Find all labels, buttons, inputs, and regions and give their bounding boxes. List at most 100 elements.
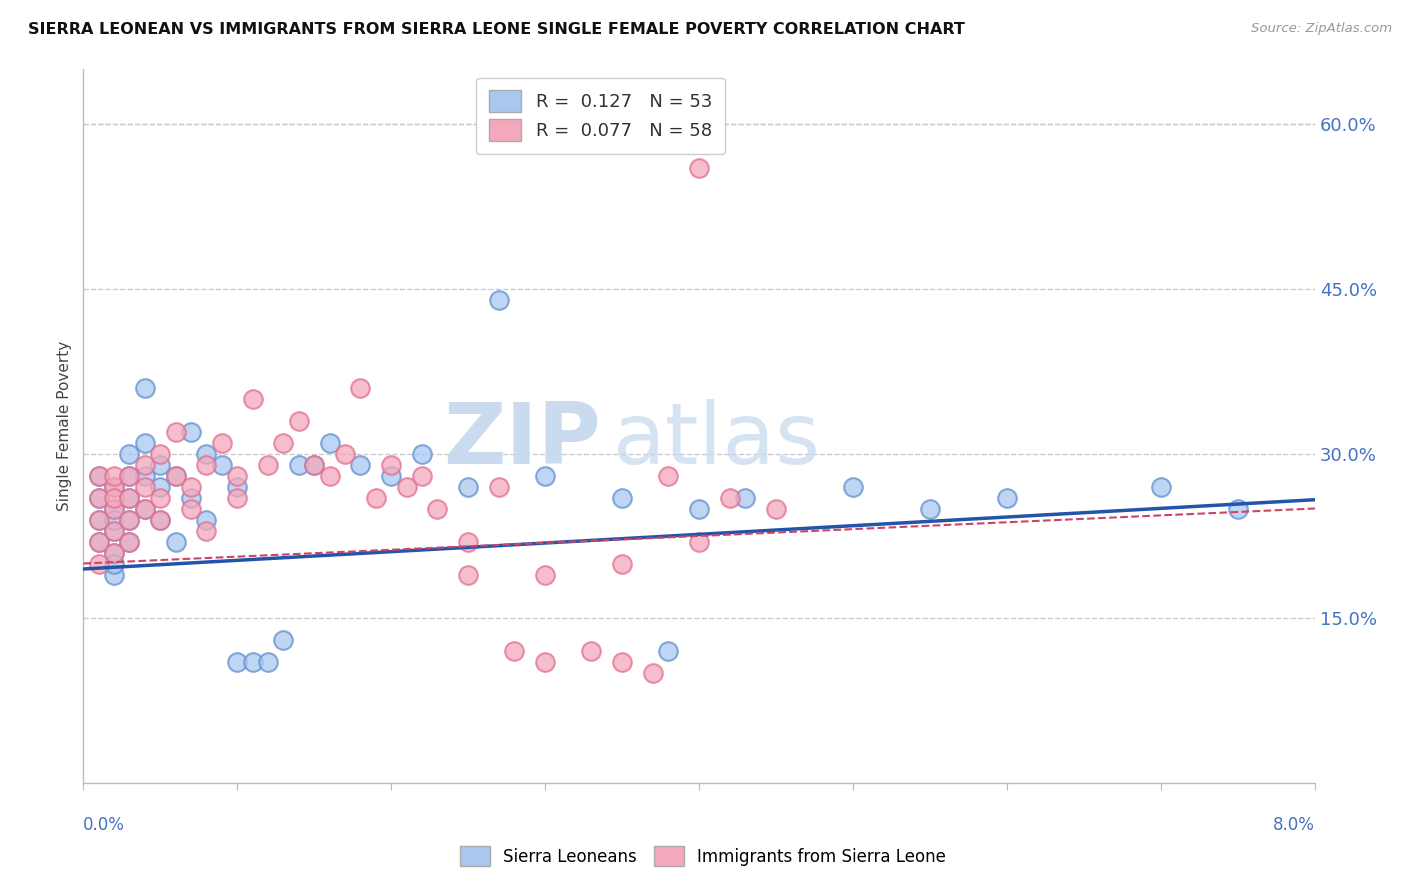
Point (257, 656, 280, 670)
Point (103, 491, 125, 505)
Point (657, 468, 679, 483)
Text: 8.0%: 8.0% (1272, 815, 1315, 834)
Point (103, 545, 125, 559)
Point (226, 491, 249, 505)
Point (226, 479, 249, 493)
Legend: Sierra Leoneans, Immigrants from Sierra Leone: Sierra Leoneans, Immigrants from Sierra … (451, 838, 955, 875)
Point (165, 468, 187, 483)
Point (688, 161, 710, 175)
Point (242, 392, 264, 406)
Point (273, 633, 295, 648)
Point (333, 446, 356, 460)
Point (995, 491, 1018, 505)
Point (534, 567, 557, 582)
Point (149, 446, 172, 460)
Point (87, 468, 110, 483)
Point (118, 534, 141, 549)
Point (195, 512, 218, 526)
Point (195, 446, 218, 460)
Point (688, 501, 710, 516)
Point (134, 501, 156, 516)
Point (195, 524, 218, 538)
Point (149, 491, 172, 505)
Point (195, 458, 218, 472)
Point (610, 557, 633, 571)
Point (242, 656, 264, 670)
Point (180, 501, 202, 516)
Point (118, 491, 141, 505)
Point (103, 479, 125, 493)
Point (103, 557, 125, 571)
Point (488, 293, 510, 307)
Point (103, 501, 125, 516)
Point (87, 512, 110, 526)
Point (734, 491, 756, 505)
Point (165, 468, 187, 483)
Point (918, 501, 941, 516)
Point (318, 468, 340, 483)
Point (165, 425, 187, 439)
Point (1226, 501, 1249, 516)
Point (718, 491, 741, 505)
Point (134, 501, 156, 516)
Point (302, 458, 325, 472)
Point (134, 435, 156, 450)
Point (534, 656, 557, 670)
Point (103, 501, 125, 516)
Point (488, 479, 510, 493)
Point (380, 458, 402, 472)
Point (165, 534, 187, 549)
Point (457, 479, 479, 493)
Point (87, 468, 110, 483)
Point (842, 479, 865, 493)
Point (211, 458, 233, 472)
Point (457, 534, 479, 549)
Point (118, 534, 141, 549)
Point (118, 468, 141, 483)
Point (641, 666, 664, 681)
Text: 0.0%: 0.0% (83, 815, 125, 834)
Point (87, 534, 110, 549)
Point (288, 413, 311, 427)
Point (211, 435, 233, 450)
Point (349, 458, 371, 472)
Point (103, 524, 125, 538)
Point (657, 644, 679, 658)
Point (503, 644, 526, 658)
Point (364, 491, 387, 505)
Point (765, 501, 787, 516)
Text: atlas: atlas (613, 399, 821, 482)
Point (103, 545, 125, 559)
Point (87, 491, 110, 505)
Point (180, 491, 202, 505)
Point (103, 468, 125, 483)
Point (349, 380, 371, 394)
Point (257, 458, 280, 472)
Point (118, 446, 141, 460)
Point (118, 512, 141, 526)
Point (103, 567, 125, 582)
Point (226, 468, 249, 483)
Point (149, 458, 172, 472)
Point (180, 479, 202, 493)
Point (118, 512, 141, 526)
Point (288, 458, 311, 472)
Text: SIERRA LEONEAN VS IMMIGRANTS FROM SIERRA LEONE SINGLE FEMALE POVERTY CORRELATION: SIERRA LEONEAN VS IMMIGRANTS FROM SIERRA… (28, 22, 965, 37)
Point (534, 468, 557, 483)
Point (180, 425, 202, 439)
Point (118, 468, 141, 483)
Legend: R =  0.127   N = 53, R =  0.077   N = 58: R = 0.127 N = 53, R = 0.077 N = 58 (477, 78, 725, 154)
Point (581, 644, 603, 658)
Point (411, 446, 433, 460)
Point (87, 491, 110, 505)
Point (1150, 479, 1173, 493)
Point (134, 380, 156, 394)
Point (226, 656, 249, 670)
Point (87, 534, 110, 549)
Point (149, 479, 172, 493)
Point (610, 656, 633, 670)
Point (149, 512, 172, 526)
Point (87, 512, 110, 526)
Point (103, 479, 125, 493)
Point (318, 435, 340, 450)
